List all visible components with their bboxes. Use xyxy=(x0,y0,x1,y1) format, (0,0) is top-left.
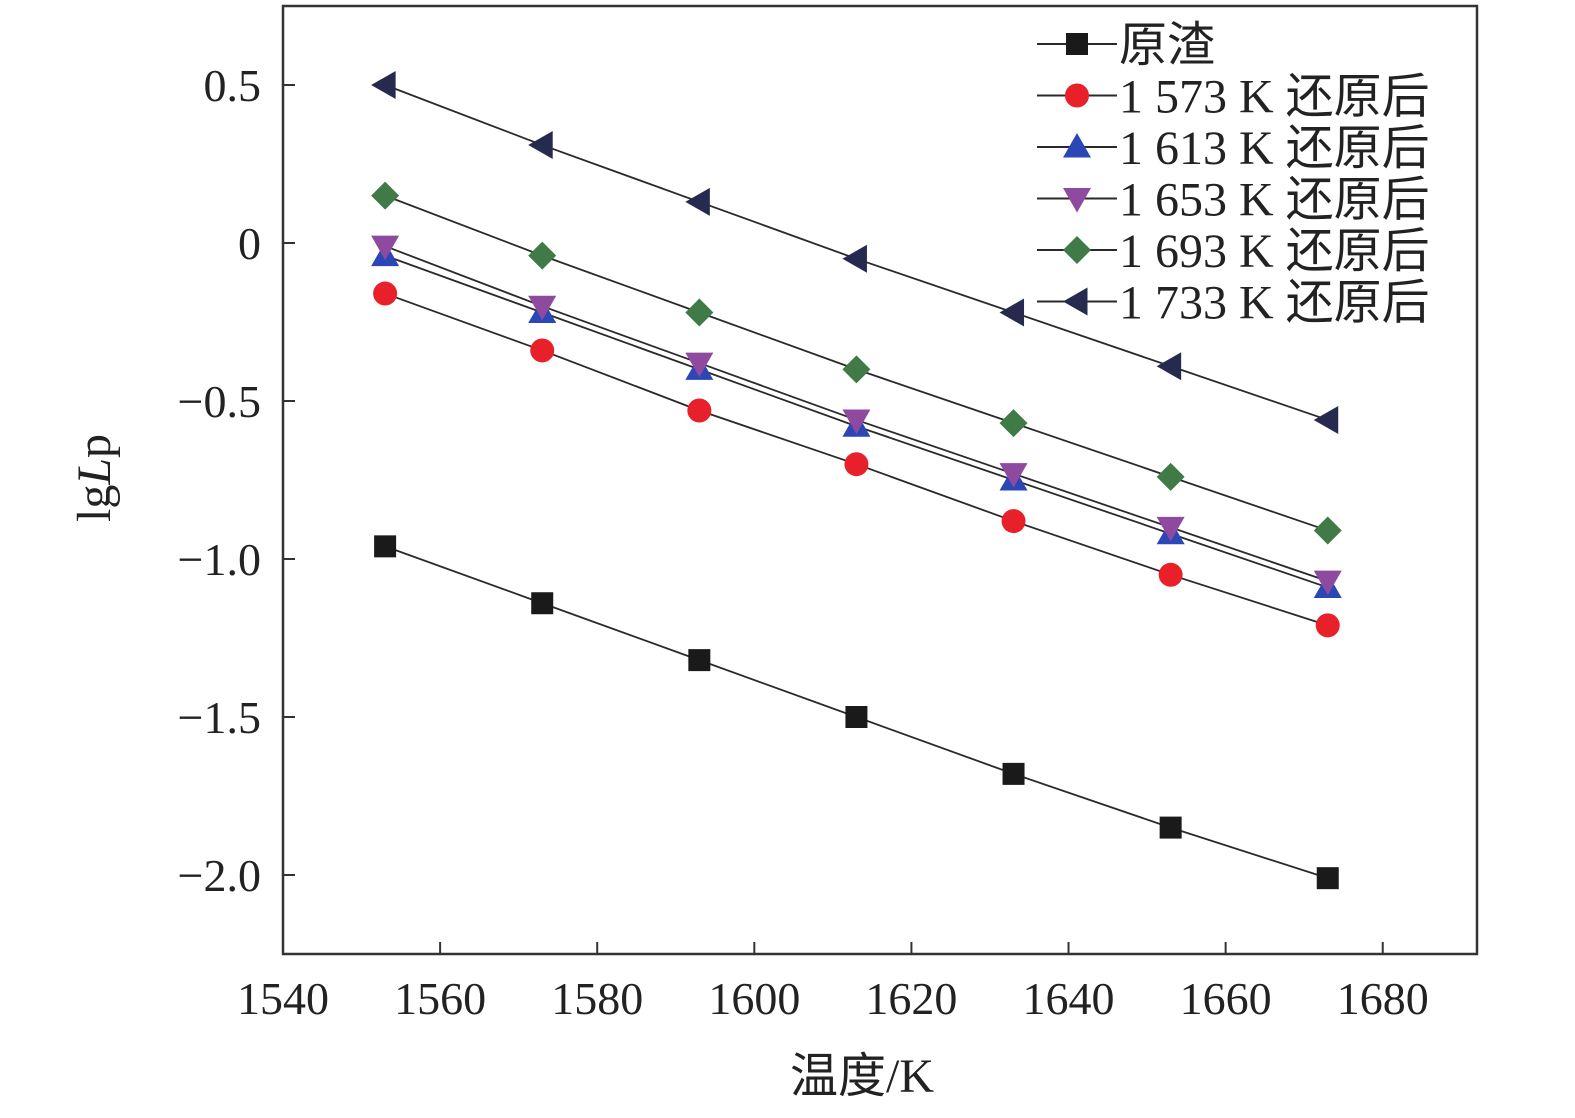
y-tick-label: −0.5 xyxy=(178,376,261,427)
legend-item: 1 733 K 还原后 xyxy=(1037,277,1430,330)
legend-marker xyxy=(1063,188,1091,213)
legend-label: 原渣 xyxy=(1119,19,1215,72)
data-point xyxy=(1002,762,1025,785)
data-point xyxy=(1156,462,1185,491)
x-tick-label: 1660 xyxy=(1180,973,1272,1024)
data-point xyxy=(528,241,557,270)
legend-label: 1 573 K 还原后 xyxy=(1119,71,1430,124)
y-axis: 0.5 0 −0.5 −1.0 −1.5 −2.0 xyxy=(178,60,295,901)
series-1 xyxy=(373,281,1340,638)
data-point xyxy=(371,71,396,99)
x-tick-label: 1540 xyxy=(237,973,329,1024)
legend-marker xyxy=(1063,236,1091,264)
legend-label: 1 653 K 还原后 xyxy=(1119,174,1430,227)
legend-item: 1 693 K 还原后 xyxy=(1037,225,1430,278)
legend-marker xyxy=(1063,287,1088,316)
x-axis: 1540 1560 1580 1600 1620 1640 1660 1680 xyxy=(237,942,1429,1024)
data-point xyxy=(531,592,554,615)
data-point xyxy=(374,535,397,558)
data-point xyxy=(685,187,710,216)
legend-marker xyxy=(1066,33,1088,55)
data-point xyxy=(1001,509,1026,534)
series-layer xyxy=(371,71,1342,890)
series-3 xyxy=(371,235,1342,596)
legend-marker xyxy=(1063,133,1091,158)
data-point xyxy=(371,181,400,210)
plot-border xyxy=(281,4,1479,956)
data-point xyxy=(685,352,714,378)
data-point xyxy=(845,706,868,728)
data-point xyxy=(1313,405,1339,434)
y-tick-label: −1.5 xyxy=(178,692,261,743)
legend-item: 1 573 K 还原后 xyxy=(1037,71,1430,124)
y-tick-label: −1.0 xyxy=(178,534,261,585)
data-point xyxy=(1159,816,1182,839)
data-point xyxy=(844,452,869,477)
data-point xyxy=(842,355,871,384)
x-tick-label: 1560 xyxy=(394,973,486,1024)
data-point xyxy=(1316,867,1339,890)
series-5 xyxy=(371,71,1339,434)
data-point xyxy=(1156,352,1182,381)
data-point xyxy=(999,463,1028,488)
data-point xyxy=(528,295,557,321)
data-point xyxy=(999,298,1025,327)
legend-label: 1 613 K 还原后 xyxy=(1119,122,1430,175)
y-axis-title: lgLp xyxy=(68,434,121,522)
legend-label: 1 693 K 还原后 xyxy=(1119,225,1430,278)
legend-item: 1 653 K 还原后 xyxy=(1037,174,1430,227)
y-tick-label: 0.5 xyxy=(204,60,262,111)
legend-item: 原渣 xyxy=(1037,19,1215,72)
data-point xyxy=(373,281,398,306)
y-tick-label: −2.0 xyxy=(178,850,261,901)
data-point xyxy=(530,338,555,363)
legend-label: 1 733 K 还原后 xyxy=(1119,277,1430,330)
x-axis-title: 温度/K xyxy=(790,1050,934,1103)
x-tick-label: 1680 xyxy=(1337,973,1429,1024)
data-point xyxy=(1313,516,1342,545)
y-axis-title-suffix: p xyxy=(68,434,121,458)
data-point xyxy=(687,398,712,423)
legend-item: 1 613 K 还原后 xyxy=(1037,122,1430,175)
data-point xyxy=(371,235,400,261)
x-tick-label: 1640 xyxy=(1023,973,1115,1024)
data-point xyxy=(999,409,1028,438)
series-0 xyxy=(374,535,1339,890)
data-point xyxy=(1313,570,1342,596)
data-point xyxy=(842,244,867,273)
data-point xyxy=(685,298,714,327)
x-tick-label: 1580 xyxy=(551,973,643,1024)
series-4 xyxy=(371,181,1342,545)
y-axis-title-prefix: lg xyxy=(68,485,121,522)
data-point xyxy=(1315,613,1340,638)
data-point xyxy=(528,131,553,160)
y-axis-title-italic: L xyxy=(68,458,121,486)
data-point xyxy=(688,649,711,672)
data-point xyxy=(1156,516,1185,542)
x-tick-label: 1600 xyxy=(708,973,800,1024)
data-point xyxy=(842,409,871,434)
legend-marker xyxy=(1065,83,1089,108)
plot-area xyxy=(281,4,1479,956)
y-tick-label: 0 xyxy=(238,218,261,269)
x-tick-label: 1620 xyxy=(865,973,957,1024)
data-point xyxy=(1158,562,1183,587)
